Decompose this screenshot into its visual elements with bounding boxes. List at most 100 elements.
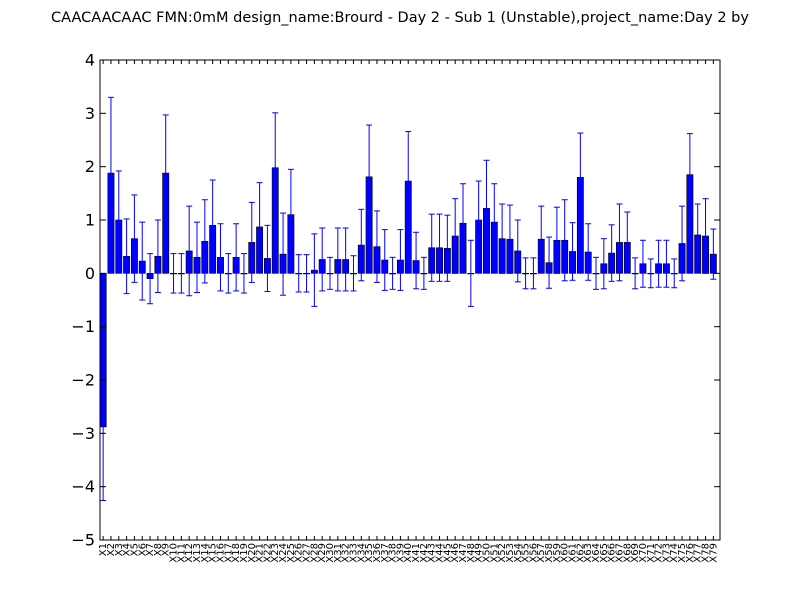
x-tick-label: X48 bbox=[466, 543, 477, 563]
x-tick-label: X17 bbox=[223, 543, 234, 563]
x-tick-X77: X77 bbox=[693, 60, 704, 563]
x-tick-label: X32 bbox=[341, 543, 352, 563]
error-bar-X57 bbox=[538, 205, 545, 273]
error-bar-X4 bbox=[123, 218, 130, 295]
error-bar-X6 bbox=[139, 221, 146, 301]
x-tick-label: X5 bbox=[129, 543, 140, 556]
x-tick-label: X77 bbox=[693, 543, 704, 563]
chart-title: CAACAACAAC FMN:0mM design_name:Brourd - … bbox=[51, 10, 749, 26]
x-tick-label: X64 bbox=[591, 543, 602, 563]
x-tick-X61: X61 bbox=[568, 60, 579, 563]
x-tick-X44: X44 bbox=[435, 60, 446, 563]
error-bar-X54 bbox=[514, 219, 521, 283]
x-tick-X28: X28 bbox=[309, 60, 320, 563]
error-bar-X60 bbox=[561, 199, 568, 282]
y-tick-label: −1 bbox=[71, 317, 95, 336]
y-tick: 1 bbox=[85, 211, 720, 230]
error-bar-X58 bbox=[546, 236, 553, 289]
x-tick-X24: X24 bbox=[278, 60, 289, 563]
x-tick-X48: X48 bbox=[466, 60, 477, 563]
error-bar-X43 bbox=[428, 213, 435, 282]
x-tick-label: X73 bbox=[661, 543, 672, 563]
y-tick-label: 3 bbox=[85, 104, 95, 123]
error-bar-X74 bbox=[671, 258, 678, 289]
x-tick-label: X45 bbox=[442, 543, 453, 563]
x-tick-label: X4 bbox=[122, 543, 133, 556]
error-bar-X49 bbox=[475, 180, 482, 260]
error-bar-X42 bbox=[420, 256, 427, 290]
x-tick-X1: X1 bbox=[98, 60, 109, 556]
x-tick-label: X53 bbox=[505, 543, 516, 563]
x-tick-X57: X57 bbox=[536, 60, 547, 563]
error-bar-X25 bbox=[287, 168, 294, 261]
x-tick-label: X79 bbox=[708, 543, 719, 563]
x-tick-label: X36 bbox=[372, 543, 383, 563]
x-tick-label: X2 bbox=[106, 543, 117, 556]
x-tick-label: X21 bbox=[255, 543, 266, 563]
x-tick-X4: X4 bbox=[122, 60, 133, 556]
error-bar-X62 bbox=[577, 132, 584, 223]
error-bar-X52 bbox=[499, 203, 506, 274]
x-tick-label: X40 bbox=[403, 543, 414, 563]
y-tick: −1 bbox=[71, 317, 720, 336]
x-tick-label: X68 bbox=[622, 543, 633, 563]
x-tick-label: X76 bbox=[685, 543, 696, 563]
error-bar-X59 bbox=[553, 206, 560, 274]
x-tick-X10: X10 bbox=[169, 60, 180, 563]
error-bar-X77 bbox=[694, 203, 701, 267]
error-bar-X17 bbox=[225, 253, 232, 294]
x-tick-label: X18 bbox=[231, 543, 242, 563]
error-bar-X72 bbox=[655, 239, 662, 288]
error-bar-X30 bbox=[327, 256, 334, 290]
error-bar-X5 bbox=[131, 194, 138, 283]
x-tick-X62: X62 bbox=[575, 60, 586, 563]
y-tick-label: −2 bbox=[71, 371, 95, 390]
x-tick-X38: X38 bbox=[388, 60, 399, 563]
plot-area-frame bbox=[99, 59, 721, 541]
x-tick-label: X62 bbox=[575, 543, 586, 563]
x-tick-X65: X65 bbox=[599, 60, 610, 563]
x-tick-X18: X18 bbox=[231, 60, 242, 563]
error-bar-X21 bbox=[256, 182, 263, 272]
error-bar-X35 bbox=[366, 124, 373, 230]
y-axis: −5 −4 −3 −2 −1 0 1 2 3 4 bbox=[71, 51, 720, 550]
x-tick-X53: X53 bbox=[505, 60, 516, 563]
x-tick-label: X15 bbox=[208, 543, 219, 563]
x-tick-label: X47 bbox=[458, 543, 469, 563]
x-tick-label: X51 bbox=[489, 543, 500, 563]
error-bar-X65 bbox=[600, 238, 607, 290]
x-tick-X26: X26 bbox=[294, 60, 305, 563]
y-tick-label: −5 bbox=[71, 531, 95, 550]
error-bar-X73 bbox=[663, 239, 670, 288]
error-bar-X75 bbox=[679, 205, 686, 282]
error-bar-X33 bbox=[350, 255, 357, 292]
error-bar-X55 bbox=[522, 257, 529, 290]
x-tick-X27: X27 bbox=[302, 60, 313, 563]
x-tick-label: X57 bbox=[536, 543, 547, 563]
error-bar-X41 bbox=[413, 231, 420, 290]
error-bar-X31 bbox=[334, 227, 341, 292]
x-tick-label: X55 bbox=[521, 543, 532, 563]
error-bar-X69 bbox=[632, 257, 639, 290]
y-tick: 0 bbox=[85, 264, 720, 283]
x-tick-label: X19 bbox=[239, 543, 250, 563]
error-bar-X44 bbox=[436, 213, 443, 282]
error-bar-X45 bbox=[444, 214, 451, 282]
x-tick-X32: X32 bbox=[341, 60, 352, 563]
error-bar-X79 bbox=[710, 228, 717, 280]
error-bar-X29 bbox=[319, 227, 326, 292]
x-tick-X11: X11 bbox=[176, 60, 187, 563]
x-tick-X9: X9 bbox=[161, 60, 172, 556]
x-tick-label: X33 bbox=[348, 543, 359, 563]
x-tick-X72: X72 bbox=[654, 60, 665, 563]
x-tick-X2: X2 bbox=[106, 60, 117, 556]
error-bar-X20 bbox=[248, 201, 255, 283]
x-tick-label: X58 bbox=[544, 543, 555, 563]
error-bar-X40 bbox=[405, 130, 412, 232]
x-tick-X51: X51 bbox=[489, 60, 500, 563]
error-bar-X63 bbox=[585, 223, 592, 281]
x-tick-X73: X73 bbox=[661, 60, 672, 563]
x-tick-X63: X63 bbox=[583, 60, 594, 563]
error-bar-X12 bbox=[186, 205, 193, 297]
